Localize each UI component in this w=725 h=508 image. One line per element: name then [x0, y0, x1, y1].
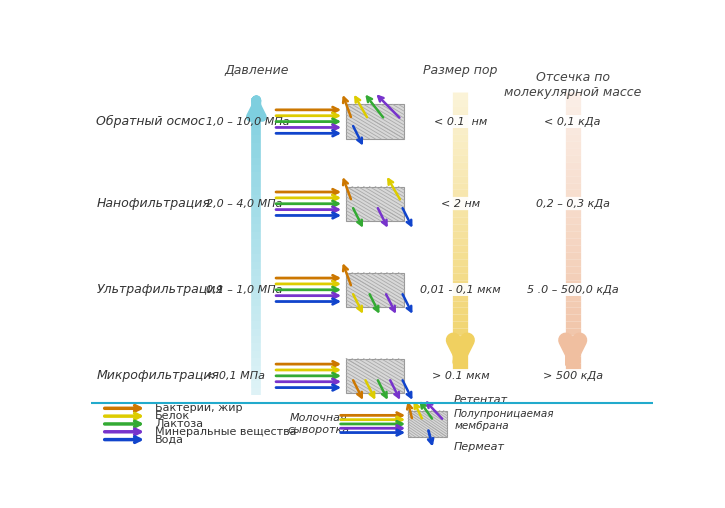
Text: Полупроницаемая
мембрана: Полупроницаемая мембрана: [454, 409, 555, 431]
Text: 0,01 - 0,1 мкм: 0,01 - 0,1 мкм: [420, 285, 501, 295]
Text: < 2 нм: < 2 нм: [441, 199, 480, 209]
Text: Молочная
сыворотка: Молочная сыворотка: [287, 413, 349, 435]
Text: Микрофильтрация: Микрофильтрация: [96, 369, 219, 383]
Text: 5 .0 – 500,0 кДа: 5 .0 – 500,0 кДа: [527, 285, 618, 295]
Text: > 500 кДа: > 500 кДа: [542, 371, 602, 381]
Text: < 0.1  нм: < 0.1 нм: [434, 117, 487, 126]
Bar: [347, 359, 404, 393]
Text: < 0,1 кДа: < 0,1 кДа: [544, 116, 601, 126]
Text: Размер пор: Размер пор: [423, 64, 497, 77]
Text: Вода: Вода: [155, 435, 184, 444]
Text: Ультрафильтрация: Ультрафильтрация: [96, 283, 223, 296]
Text: > 0.1 мкм: > 0.1 мкм: [431, 371, 489, 381]
Bar: [347, 273, 404, 307]
Text: Пермеат: Пермеат: [454, 441, 505, 452]
Text: Обратный осмос: Обратный осмос: [96, 115, 205, 128]
Text: Ретентат: Ретентат: [454, 395, 508, 405]
Text: 0,2 – 0,3 кДа: 0,2 – 0,3 кДа: [536, 199, 610, 209]
Bar: [408, 410, 447, 437]
Text: < 0,1 МПа: < 0,1 МПа: [206, 371, 265, 381]
Text: 1,0 – 10,0 МПа: 1,0 – 10,0 МПа: [206, 117, 289, 126]
Text: Нанофильтрация: Нанофильтрация: [96, 197, 210, 210]
Text: 2,0 – 4,0 МПа: 2,0 – 4,0 МПа: [206, 199, 282, 209]
Text: Белок: Белок: [155, 411, 191, 421]
Text: 0,1 – 1,0 МПа: 0,1 – 1,0 МПа: [206, 285, 282, 295]
Text: Лактоза: Лактоза: [155, 419, 204, 429]
Text: Отсечка по
молекулярной массе: Отсечка по молекулярной массе: [504, 71, 642, 99]
Text: Минеральные вещества: Минеральные вещества: [155, 427, 297, 437]
Text: Давление: Давление: [224, 64, 289, 77]
Bar: [347, 186, 404, 221]
Bar: [347, 104, 404, 139]
Text: Бактерии, жир: Бактерии, жир: [155, 403, 243, 414]
